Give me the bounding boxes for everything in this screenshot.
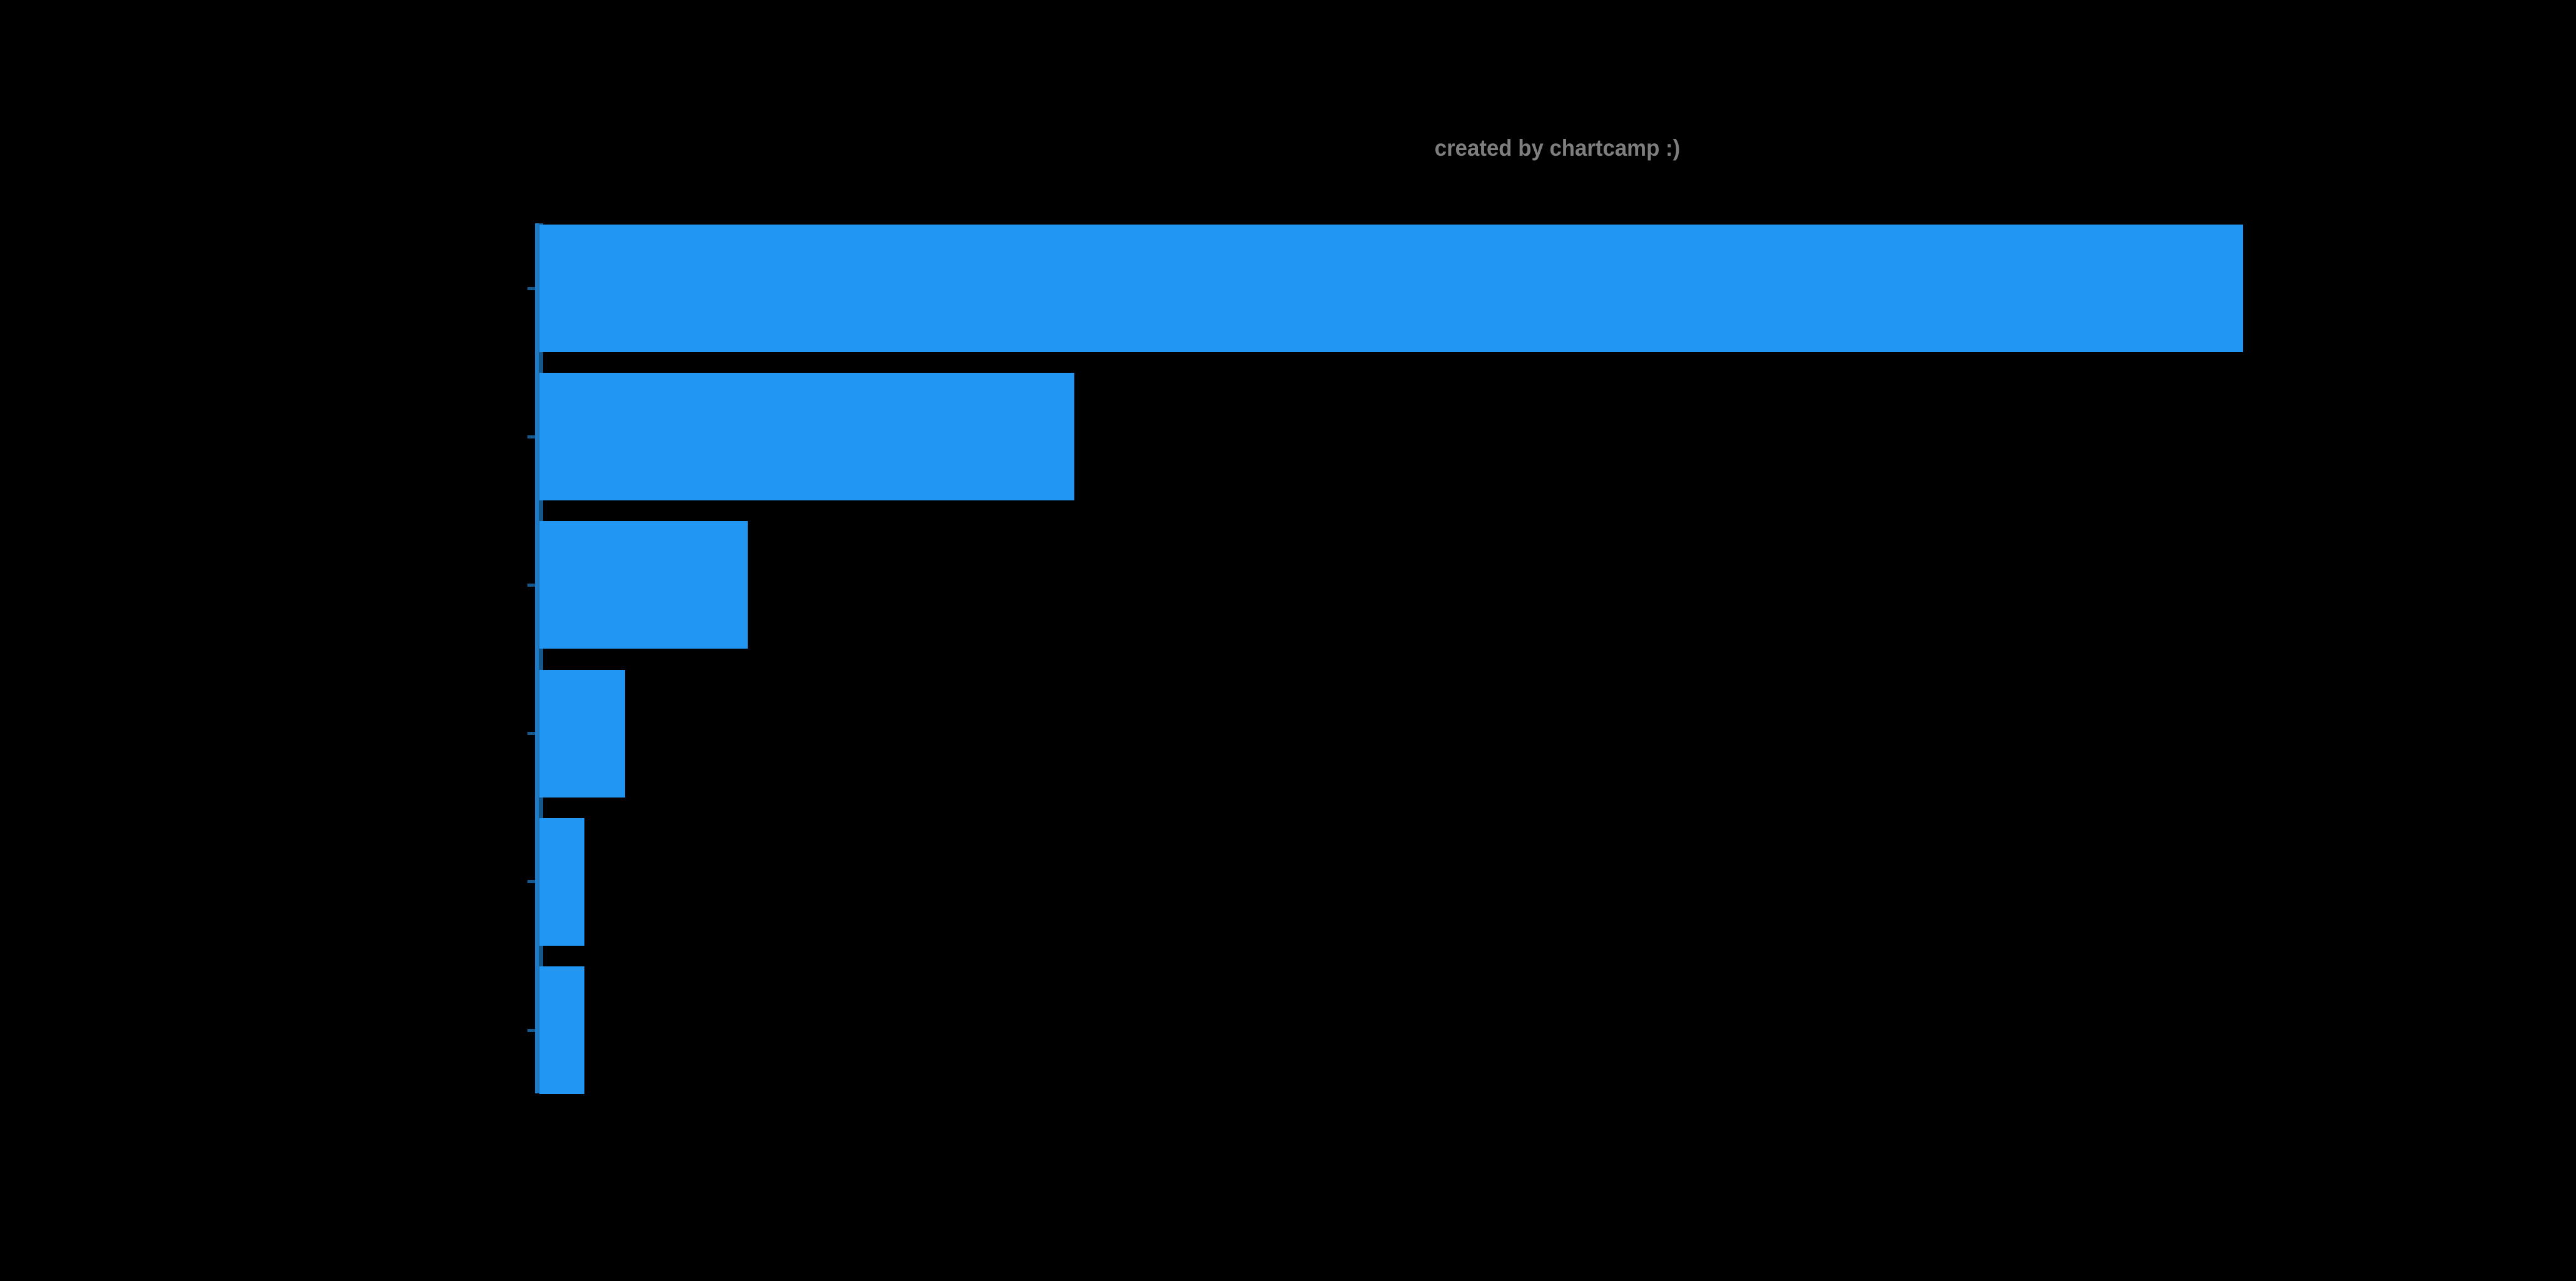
y-axis-tick	[527, 584, 535, 587]
bar-row-6	[539, 966, 584, 1094]
bar-row-4	[539, 669, 625, 797]
y-axis-tick	[527, 287, 535, 290]
y-axis-line	[535, 223, 543, 1093]
y-axis-tick	[527, 880, 535, 883]
bar-row-1	[539, 225, 2243, 352]
y-axis-tick	[527, 732, 535, 735]
bar-row-5	[539, 818, 584, 946]
y-axis-tick	[527, 435, 535, 438]
bar-row-2	[539, 373, 1074, 501]
y-axis-tick	[527, 1029, 535, 1032]
bar-row-3	[539, 521, 748, 649]
watermark-text: created by chartcamp :)	[1434, 135, 1681, 161]
